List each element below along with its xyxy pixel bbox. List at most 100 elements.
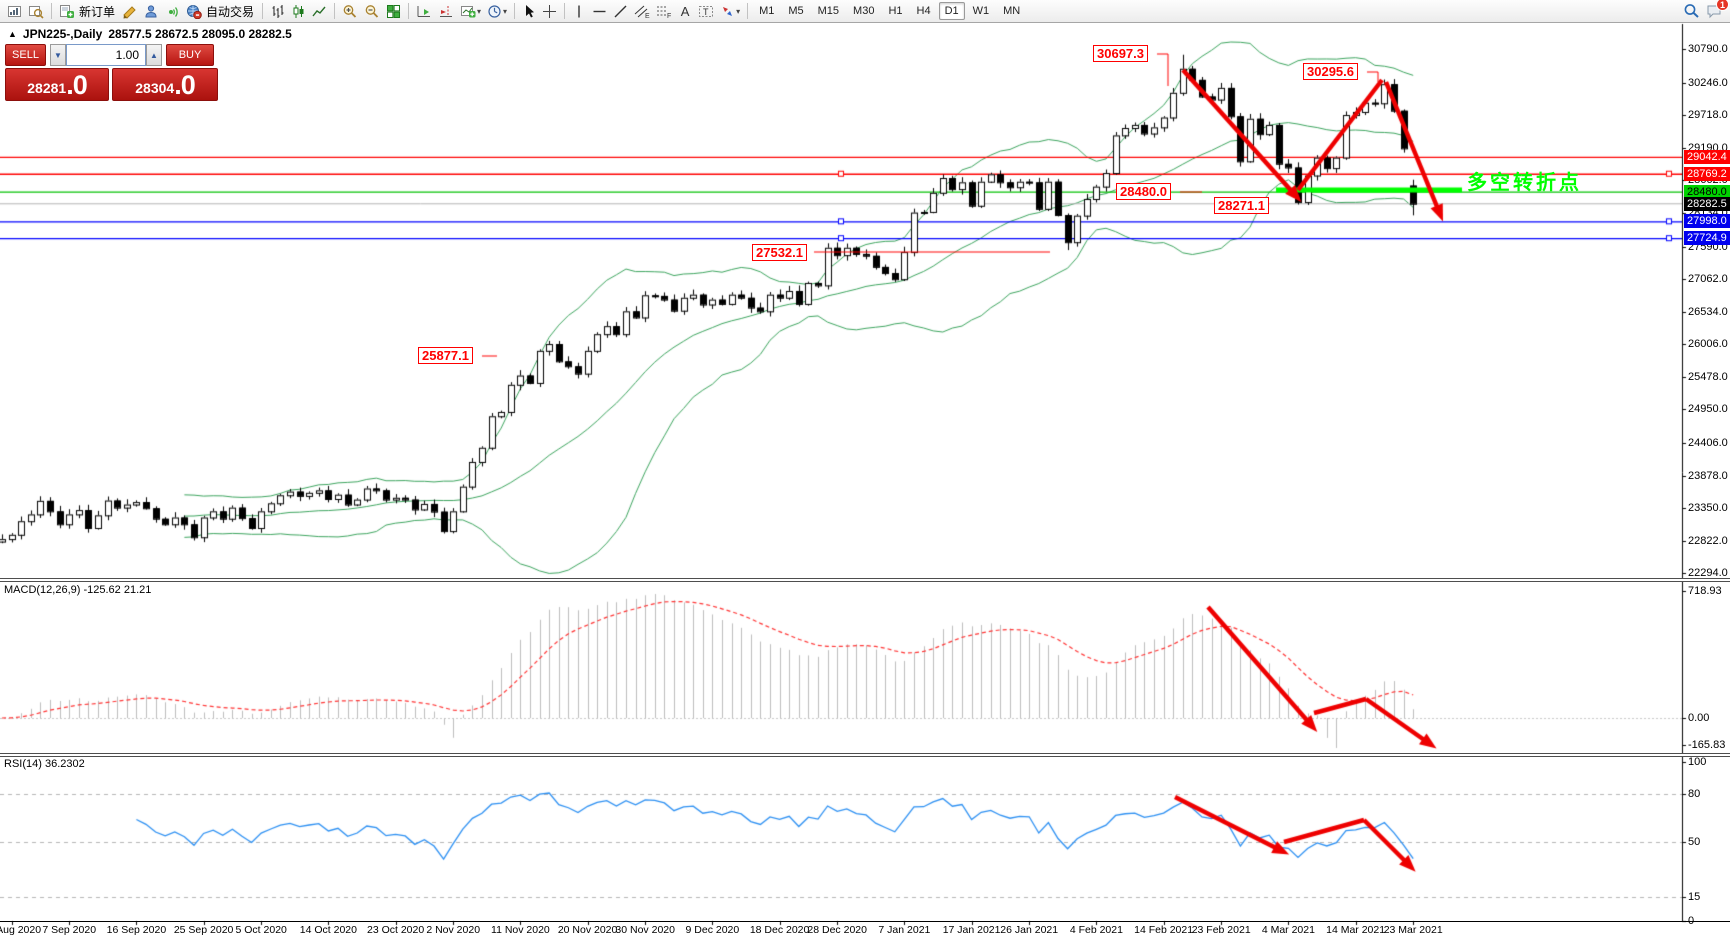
price-annotation-box[interactable]: 27532.1	[752, 244, 807, 261]
date-axis-label: 14 Mar 2021	[1326, 924, 1386, 936]
zoom-out-icon[interactable]	[361, 1, 383, 21]
new-chart-icon[interactable]	[4, 1, 25, 21]
cursor-tool-icon[interactable]	[519, 1, 539, 21]
one-click-trading-panel: SELL ▼ ▲ BUY 28281 .0 28304 .0	[5, 44, 218, 101]
price-axis-tick: 30246.0	[1688, 76, 1728, 89]
price-annotation-box[interactable]: 28271.1	[1214, 197, 1269, 214]
new-order-icon[interactable]	[56, 1, 78, 21]
candlestick-type-icon[interactable]	[288, 1, 309, 21]
rsi-axis-tick: 50	[1688, 836, 1701, 848]
price-annotation-box[interactable]: 30295.6	[1303, 63, 1358, 80]
toolbar-separator	[408, 3, 410, 19]
date-axis-label: 25 Sep 2020	[173, 924, 234, 936]
rsi-axis-tick: 100	[1688, 756, 1707, 768]
price-level-tag: 28769.2	[1684, 166, 1730, 181]
periods-button[interactable]: ▾	[484, 1, 510, 21]
timeframe-bar: M1 M5 M15 M30 H1 H4 D1 W1 MN	[752, 2, 1027, 20]
date-axis-label: 16 Sep 2020	[106, 924, 167, 936]
price-axis-tick: 23878.0	[1688, 469, 1728, 482]
timeframe-m30[interactable]: M30	[853, 5, 875, 17]
date-axis-label: 14 Feb 2021	[1134, 924, 1194, 936]
text-tool-icon[interactable]: A	[680, 3, 690, 19]
chevron-down-icon: ▾	[477, 6, 482, 16]
toolbar-separator	[747, 3, 749, 19]
sell-button[interactable]: SELL	[5, 44, 46, 66]
crosshair-tool-icon[interactable]	[539, 1, 560, 21]
timeframe-h4[interactable]: H4	[916, 5, 931, 17]
timeframe-m15[interactable]: M15	[817, 5, 840, 17]
macd-rsi-separator[interactable]	[0, 753, 1730, 757]
timeframe-m1[interactable]: M1	[759, 5, 775, 17]
price-axis-tick: 30790.0	[1688, 43, 1728, 55]
line-chart-type-icon[interactable]	[309, 1, 330, 21]
timeframe-w1[interactable]: W1	[972, 5, 990, 17]
fibonacci-tool-icon[interactable]: F	[653, 1, 675, 21]
expert-advisor-icon[interactable]	[141, 1, 162, 21]
price-annotation-box[interactable]: 30697.3	[1093, 45, 1148, 62]
timeframe-m5[interactable]: M5	[788, 5, 804, 17]
one-click-collapse-icon[interactable]: ▲	[8, 29, 17, 39]
styles-crayon-icon[interactable]	[119, 1, 141, 21]
toolbar-separator	[514, 3, 516, 19]
current-price-tag: 28282.5	[1684, 196, 1730, 211]
search-icon[interactable]	[1680, 1, 1703, 21]
auto-scroll-icon[interactable]	[413, 1, 435, 21]
main-toolbar: 新订单 自动交易 ▾ ▾	[0, 0, 1730, 23]
price-annotation-box[interactable]: 25877.1	[418, 347, 473, 364]
volume-increase-button[interactable]: ▲	[146, 44, 162, 66]
arrows-tool-icon[interactable]: ▾	[717, 1, 743, 21]
indicators-button[interactable]: ▾	[457, 1, 484, 21]
price-axis-tick: 24406.0	[1688, 437, 1728, 450]
time-axis-line	[0, 921, 1730, 922]
macd-axis-tick: -165.83	[1688, 739, 1726, 751]
sell-price-display[interactable]: 28281 .0	[5, 68, 109, 101]
price-axis-tick: 22822.0	[1688, 534, 1728, 547]
bar-chart-type-icon[interactable]	[267, 1, 288, 21]
price-axis-tick: 26006.0	[1688, 338, 1728, 351]
date-axis-label: 30 Nov 2020	[615, 924, 675, 936]
toolbar-separator	[334, 3, 336, 19]
date-axis-label: 7 Sep 2020	[42, 924, 97, 936]
timeframe-h1[interactable]: H1	[888, 5, 903, 17]
macd-axis-tick: 0.00	[1688, 712, 1710, 724]
chart-shift-icon[interactable]	[435, 1, 457, 21]
symbol-period-label: JPN225-,Daily	[22, 27, 103, 41]
profiles-icon[interactable]	[25, 1, 47, 21]
horizontal-line-tool-icon[interactable]	[589, 1, 610, 21]
timeframe-d1[interactable]: D1	[938, 2, 965, 20]
chevron-down-icon: ▾	[503, 6, 508, 16]
ohlc-values: 28577.5 28672.5 28095.0 28282.5	[108, 27, 292, 41]
buy-price-display[interactable]: 28304 .0	[112, 68, 218, 101]
main-macd-separator[interactable]	[0, 578, 1730, 582]
news-signal-icon[interactable]	[162, 1, 183, 21]
timeframe-mn[interactable]: MN	[1003, 5, 1021, 17]
autotrading-label[interactable]: 自动交易	[206, 4, 255, 19]
turning-point-annotation[interactable]: 多空转折点	[1467, 172, 1582, 194]
date-axis-label: 14 Oct 2020	[299, 924, 357, 936]
volume-decrease-button[interactable]: ▼	[50, 44, 66, 66]
macd-axis-tick: 718.93	[1688, 585, 1722, 597]
trendline-tool-icon[interactable]	[610, 1, 631, 21]
price-annotation-box[interactable]: 28480.0	[1116, 183, 1171, 200]
price-level-tag: 27998.0	[1684, 214, 1730, 229]
date-axis-label: 26 Jan 2021	[1000, 924, 1059, 936]
text-label-tool-icon[interactable]: T	[695, 1, 717, 21]
tile-windows-icon[interactable]	[383, 1, 404, 21]
new-order-label[interactable]: 新订单	[79, 4, 116, 19]
price-level-tag: 27724.9	[1684, 231, 1730, 246]
vertical-line-tool-icon[interactable]	[569, 1, 589, 21]
chevron-down-icon: ▾	[736, 6, 741, 16]
toolbar-separator	[564, 3, 566, 19]
date-axis-label: 4 Mar 2021	[1261, 924, 1315, 936]
autotrading-icon[interactable]	[183, 1, 205, 21]
volume-input[interactable]	[66, 44, 146, 66]
notifications-chat-icon[interactable]: 1	[1703, 0, 1729, 21]
rsi-axis-tick: 80	[1688, 788, 1701, 800]
zoom-in-icon[interactable]	[339, 1, 361, 21]
date-axis-label: 5 Oct 2020	[235, 924, 287, 936]
buy-button[interactable]: BUY	[166, 44, 214, 66]
equidistant-channel-tool-icon[interactable]: E	[631, 1, 653, 21]
date-axis-label: 23 Oct 2020	[366, 924, 425, 936]
